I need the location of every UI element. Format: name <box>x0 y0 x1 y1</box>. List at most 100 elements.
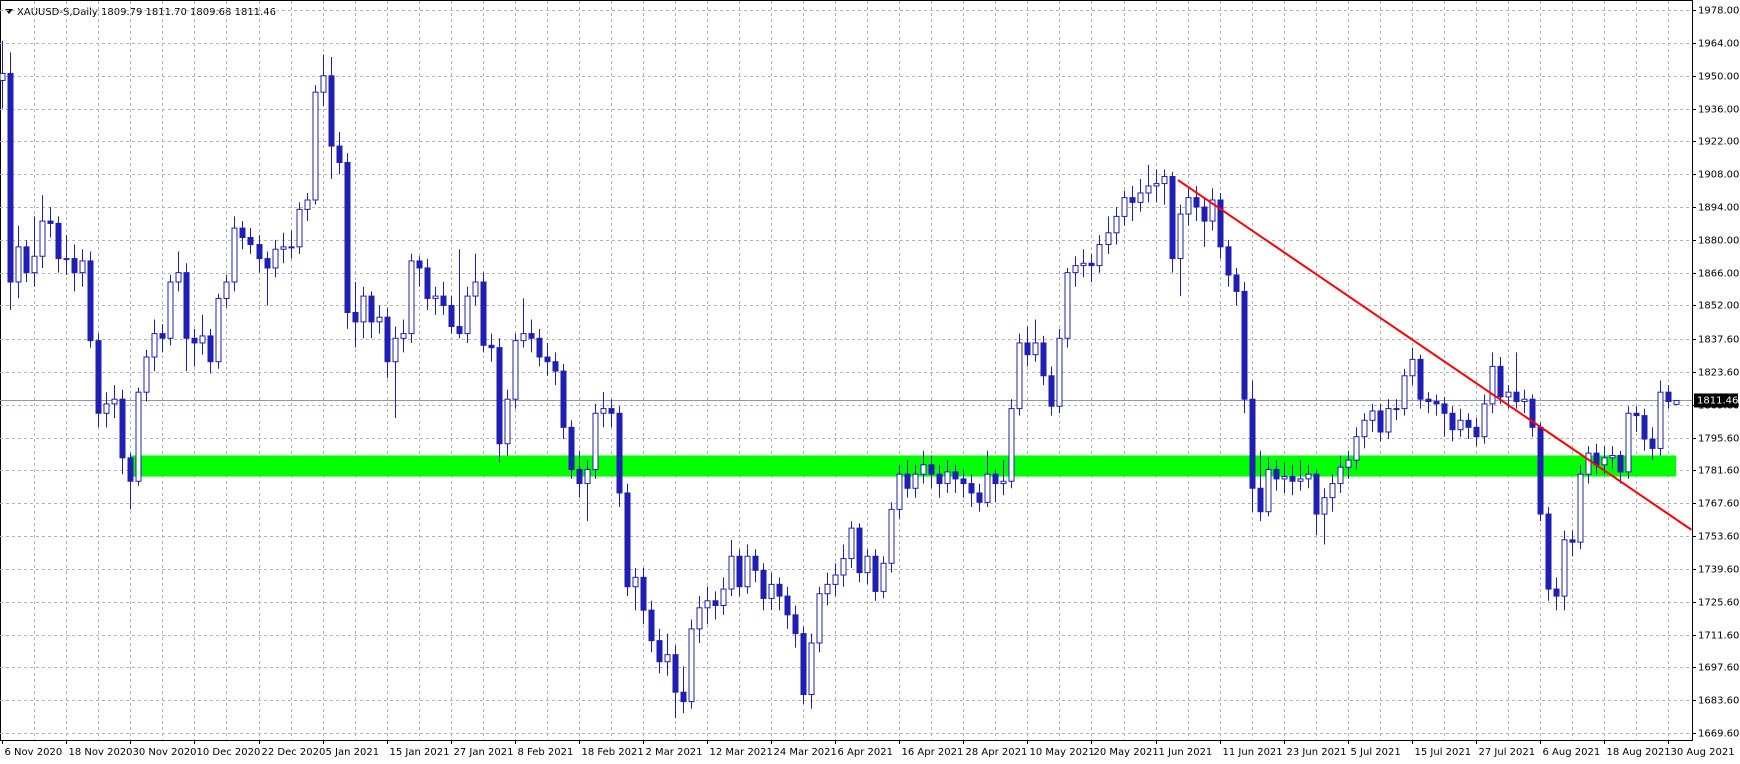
candle-body <box>776 583 783 597</box>
candle-body <box>199 335 206 344</box>
candle-body <box>616 412 623 494</box>
y-tick-label: 1866.00 <box>1698 269 1739 280</box>
candle-body <box>336 145 343 163</box>
candle-body <box>392 337 399 363</box>
candle-body <box>1457 419 1464 431</box>
candle-body <box>223 281 230 299</box>
candle-body <box>1601 457 1608 466</box>
candle-body <box>175 272 182 283</box>
candle-body <box>736 555 743 588</box>
candle-body <box>584 469 591 485</box>
candle-body <box>728 555 735 590</box>
candle-body <box>1024 342 1031 356</box>
candle-body <box>87 260 94 342</box>
candle-body <box>1088 262 1095 267</box>
candle-body <box>1072 265 1079 274</box>
candle-body <box>344 161 351 313</box>
candle-body <box>1449 412 1456 431</box>
candle-body <box>712 600 719 606</box>
x-tick-label: 8 Feb 2021 <box>518 747 574 758</box>
candle-body <box>1625 412 1632 473</box>
candle-body <box>824 583 831 595</box>
candle-body <box>984 473 991 503</box>
y-tick-label: 1683.60 <box>1698 696 1739 707</box>
candle-body <box>1289 476 1296 482</box>
x-tick-label: 16 Apr 2021 <box>902 747 964 758</box>
candle-body <box>1609 454 1616 459</box>
candle-body <box>1161 176 1168 185</box>
candle-body <box>1105 232 1112 246</box>
x-tick-label: 5 Jan 2021 <box>326 747 380 758</box>
candle-body <box>792 614 799 635</box>
candle-body <box>296 208 303 248</box>
candle-body <box>256 244 263 260</box>
candle-body <box>816 593 823 644</box>
candle-body <box>1657 391 1664 449</box>
x-tick-label: 18 Nov 2020 <box>69 747 133 758</box>
candle-body <box>1441 403 1448 414</box>
candle-body <box>864 555 871 574</box>
candle-body <box>648 609 655 642</box>
candle-body <box>167 281 174 339</box>
candle-body <box>320 75 327 93</box>
candle-body <box>207 335 214 363</box>
candle-body <box>151 333 158 358</box>
candle-body <box>488 344 495 349</box>
candle-body <box>71 258 78 274</box>
candle-body <box>1169 176 1176 260</box>
candle-body <box>1393 408 1400 411</box>
candle-body <box>1409 358 1416 377</box>
candle-body <box>912 473 919 489</box>
candle-body <box>1433 401 1440 405</box>
candle-body <box>848 527 855 560</box>
candle-body <box>1233 274 1240 292</box>
candle-body <box>680 691 687 703</box>
candle-body <box>312 91 319 201</box>
candle-body <box>1177 213 1184 260</box>
candle-body <box>1569 539 1576 543</box>
candle-body <box>432 295 439 299</box>
candle-body <box>560 370 567 428</box>
candle-body <box>1129 197 1136 203</box>
candle-body <box>1521 398 1528 403</box>
y-tick-label: 1950.00 <box>1698 72 1739 83</box>
candle-body <box>1577 473 1584 543</box>
candle-body <box>1665 391 1672 403</box>
x-tick-label: 11 Jun 2021 <box>1223 747 1283 758</box>
x-tick-label: 10 May 2021 <box>1030 747 1095 758</box>
candle-body <box>1529 398 1536 428</box>
candle-body <box>280 246 287 250</box>
candle-body <box>1329 483 1336 499</box>
candle-body <box>31 255 38 274</box>
x-tick-label: 27 Jan 2021 <box>454 747 514 758</box>
candle-body <box>376 316 383 323</box>
y-tick-label: 1837.60 <box>1698 335 1739 346</box>
candle-body <box>744 555 751 588</box>
candle-body <box>1145 185 1152 194</box>
y-tick-label: 1669.60 <box>1698 729 1739 740</box>
y-tick-label: 1725.60 <box>1698 598 1739 609</box>
candle-body <box>480 281 487 346</box>
candle-body <box>672 654 679 693</box>
candle-body <box>1008 408 1015 482</box>
candle-body <box>808 642 815 696</box>
candle-body <box>304 199 311 210</box>
candle-body <box>231 227 238 283</box>
candle-body <box>880 562 887 592</box>
candle-body <box>496 347 503 445</box>
candle-body <box>1048 375 1055 407</box>
candle-body <box>544 356 551 363</box>
candle-body <box>528 333 535 339</box>
y-tick-label: 1767.60 <box>1698 499 1739 510</box>
candle-body <box>624 492 631 588</box>
plot-frame <box>0 0 1693 741</box>
chart-title: XAUUSD-S,Daily 1809.79 1811.70 1809.68 1… <box>17 7 276 18</box>
y-tick-label: 1894.00 <box>1698 203 1739 214</box>
candle-body <box>1040 342 1047 377</box>
candle-body <box>1473 426 1480 438</box>
candle-body <box>1561 539 1568 597</box>
candle-body <box>239 227 246 238</box>
candle-body <box>1537 426 1544 515</box>
y-tick-label: 1978.00 <box>1698 6 1739 17</box>
